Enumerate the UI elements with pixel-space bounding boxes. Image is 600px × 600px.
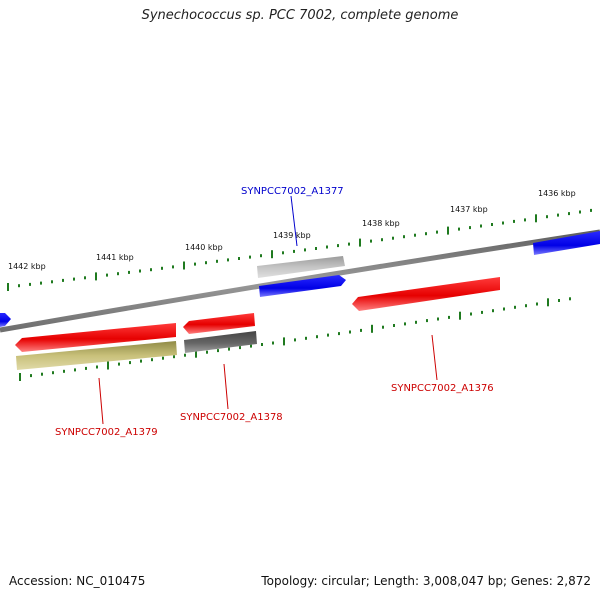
- inner-tick-row: [19, 297, 571, 381]
- gene-a1379-leader-line: [98, 377, 104, 425]
- gene-a1377-blue-arrow[interactable]: [259, 275, 346, 297]
- genome-title: Synechococcus sp. PCC 7002, complete gen…: [141, 8, 459, 23]
- gene-a1377-leader-line: [290, 195, 298, 247]
- ruler-label-1440: 1440 kbp: [185, 243, 223, 252]
- ruler-label-1436: 1436 kbp: [538, 189, 576, 198]
- forward-gene-left-edge-blue-arrow[interactable]: [0, 313, 11, 327]
- gene-a1379-red-arrow[interactable]: [15, 323, 176, 352]
- gene-label-a1378[interactable]: SYNPCC7002_A1378: [180, 412, 283, 423]
- ruler-label-1438: 1438 kbp: [362, 219, 400, 228]
- ruler-label-1439: 1439 kbp: [273, 231, 311, 240]
- outer-tick-row: [7, 208, 592, 291]
- forward-gene-right-blue-arrow[interactable]: [533, 231, 600, 255]
- ruler-label-1441: 1441 kbp: [96, 253, 134, 262]
- genome-backbone: [0, 229, 600, 333]
- gene-label-a1376[interactable]: SYNPCC7002_A1376: [391, 383, 494, 394]
- ruler-label-1437: 1437 kbp: [450, 205, 488, 214]
- gene-a1378-dark-gray-feature[interactable]: [184, 331, 257, 353]
- gene-a1376-red-arrow[interactable]: [352, 277, 500, 311]
- gene-a1379-olive-feature[interactable]: [16, 341, 177, 370]
- gene-a1378-leader-line: [223, 363, 229, 410]
- gene-a1376-leader-line: [431, 334, 438, 381]
- gene-label-a1379[interactable]: SYNPCC7002_A1379: [55, 427, 158, 438]
- gene-label-a1377[interactable]: SYNPCC7002_A1377: [241, 186, 344, 197]
- gene-a1377-light-gray-feature[interactable]: [257, 256, 345, 278]
- ruler-label-1442: 1442 kbp: [8, 262, 46, 271]
- accession-text: Accession: NC_010475: [9, 574, 146, 588]
- gene-a1378-red-arrow[interactable]: [183, 313, 255, 334]
- topology-summary-text: Topology: circular; Length: 3,008,047 bp…: [261, 574, 591, 588]
